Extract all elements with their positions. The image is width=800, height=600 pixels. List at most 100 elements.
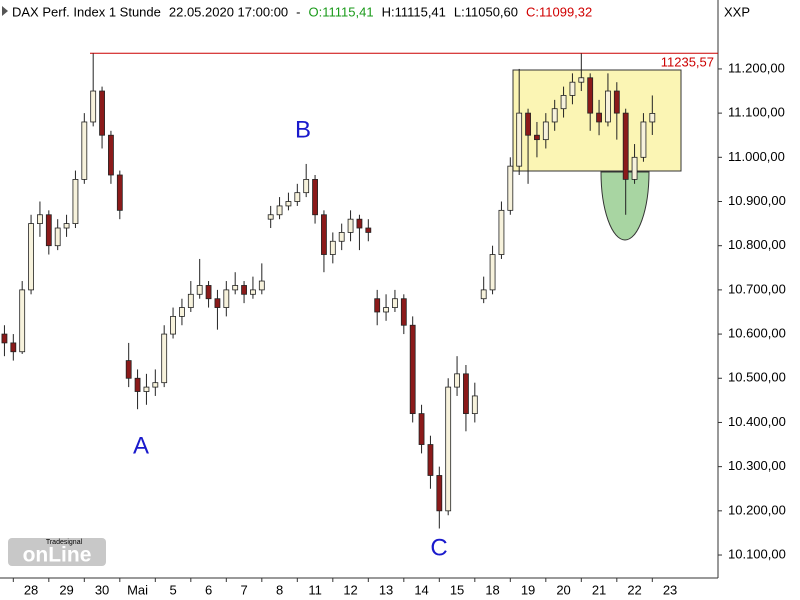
y-tick-label: 10.900,00	[728, 193, 786, 208]
x-tick-label: 6	[205, 582, 212, 597]
candle-body	[285, 201, 292, 207]
candle-body	[569, 81, 576, 96]
header-datetime: 22.05.2020 17:00:00	[169, 4, 288, 19]
y-tick-label: 10.200,00	[728, 502, 786, 517]
x-tick-label: 8	[276, 582, 283, 597]
candle-body	[578, 77, 585, 83]
candle-body	[45, 214, 52, 247]
candle-body	[356, 218, 363, 229]
y-tick-label: 11.000,00	[728, 149, 785, 164]
support-arc	[600, 171, 650, 241]
x-tick-label: 19	[521, 582, 535, 597]
x-tick-label: 11	[308, 582, 322, 597]
candle-body	[480, 289, 487, 300]
candle-body	[383, 307, 389, 313]
candle-body	[161, 333, 168, 384]
candle-body	[649, 113, 656, 123]
wave-label: C	[430, 534, 447, 561]
candle-body	[640, 121, 647, 158]
y-tick-label: 10.800,00	[728, 237, 786, 252]
x-tick-label: 18	[485, 582, 499, 597]
candle-body	[196, 285, 203, 295]
x-tick-label: Mai	[127, 582, 148, 597]
header-low: L:11050,60	[454, 4, 518, 19]
candle-body	[108, 134, 114, 176]
candle-body	[19, 289, 26, 353]
candle-body	[445, 386, 452, 512]
candle-body	[179, 307, 185, 317]
candle-body	[560, 95, 567, 110]
candle-body	[276, 205, 283, 216]
candle-body	[223, 289, 230, 308]
y-tick-label: 10.700,00	[728, 281, 786, 296]
y-tick-label: 10.500,00	[728, 370, 786, 385]
candle-body	[134, 377, 141, 392]
x-tick-label: 23	[663, 582, 677, 597]
header-instrument: DAX Perf. Index 1 Stunde	[12, 4, 161, 19]
logo-brand: Tradesignal	[46, 539, 83, 546]
header-high: H:11115,41	[382, 4, 446, 19]
candle-body	[241, 285, 247, 295]
candle-body	[409, 324, 416, 415]
candle-body	[250, 289, 256, 295]
header-separator: -	[296, 4, 300, 19]
candle-body	[232, 285, 239, 291]
x-tick-label: 21	[592, 582, 606, 597]
y-tick-label: 11.100,00	[728, 105, 785, 120]
candle-body	[596, 112, 602, 123]
candle-body	[143, 386, 150, 392]
x-tick-label: 12	[343, 582, 357, 597]
x-tick-label: 20	[556, 582, 570, 597]
high-line-label: 11235,57	[661, 55, 714, 70]
candle-body	[187, 293, 194, 308]
candle-body	[125, 360, 132, 379]
candle-body	[542, 121, 549, 141]
candle-body	[28, 223, 34, 291]
candle-body	[152, 382, 159, 388]
x-tick-label: 29	[59, 582, 73, 597]
candle-body	[294, 192, 301, 202]
candle-body	[489, 254, 496, 291]
candle-body	[267, 214, 274, 220]
x-tick-label: 30	[95, 582, 109, 597]
candle-body	[37, 214, 43, 224]
candle-body	[471, 395, 478, 415]
x-tick-label: 22	[627, 582, 641, 597]
candle-body	[321, 214, 327, 255]
candle-body	[516, 112, 523, 167]
header-icon	[2, 6, 8, 16]
x-tick-label: 15	[450, 582, 464, 597]
candle-body	[587, 77, 594, 114]
candle-body	[72, 179, 79, 224]
candle-body	[498, 209, 505, 255]
candle-body	[613, 90, 620, 114]
logo: Tradesignal onLine	[8, 538, 106, 567]
candle-body	[303, 179, 310, 194]
header-close: C:11099,32	[526, 4, 592, 19]
x-tick-label: 5	[169, 582, 176, 597]
candle-body	[436, 475, 443, 512]
candle-body	[347, 218, 354, 233]
candle-body	[427, 444, 434, 476]
candle-body	[418, 413, 425, 445]
symbol: XXP	[724, 4, 750, 19]
candle-body	[392, 298, 398, 308]
candle-body	[454, 373, 460, 388]
candle-body	[99, 90, 105, 136]
candle-body	[631, 156, 638, 180]
candle-body	[338, 232, 345, 242]
candle-body	[10, 342, 17, 353]
candle-body	[54, 227, 61, 247]
candle-body	[170, 315, 176, 335]
candle-body	[1, 333, 8, 344]
x-tick-label: 7	[240, 582, 247, 597]
candle-body	[312, 179, 318, 216]
wave-label: B	[295, 116, 311, 143]
candle-body	[258, 280, 265, 291]
candle-body	[374, 298, 381, 313]
y-tick-label: 10.100,00	[728, 546, 786, 561]
candle-body	[605, 90, 611, 123]
y-tick-label: 11.200,00	[728, 60, 785, 75]
candle-body	[400, 298, 407, 326]
